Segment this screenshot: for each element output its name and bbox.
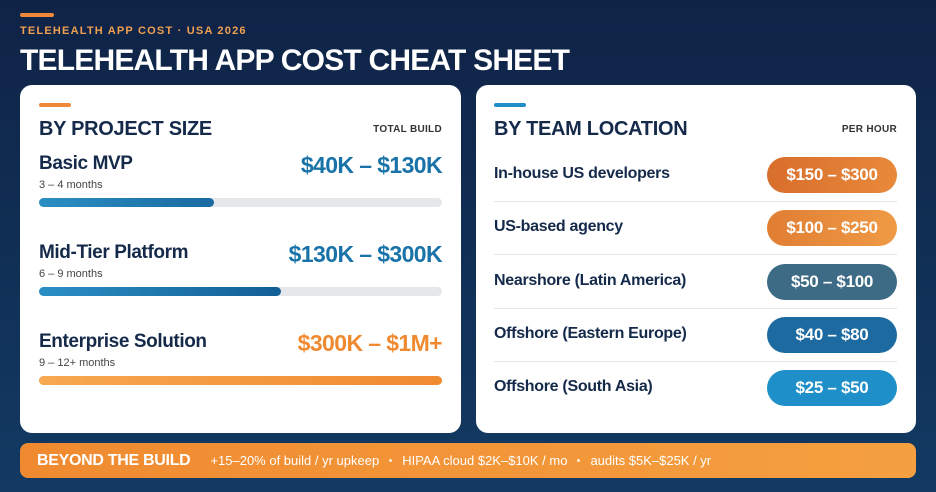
title: TELEHEALTH APP COST CHEAT SHEET <box>20 44 570 77</box>
item-name: Enterprise Solution <box>39 331 207 352</box>
item-cost: $40K – $130K <box>300 152 443 178</box>
location-name: US-based agency <box>494 218 623 236</box>
footer-item: +15–20% of build / yr upkeep <box>210 453 380 468</box>
progress-track <box>39 287 442 296</box>
progress-fill <box>39 287 281 296</box>
section-note: TOTAL BUILD <box>373 124 442 135</box>
rate-pill: $40 – $80 <box>767 316 897 353</box>
separator <box>494 254 897 256</box>
section-note: PER HOUR <box>841 124 897 135</box>
accent <box>494 103 526 107</box>
progress-track <box>39 198 442 207</box>
accent <box>20 13 54 17</box>
item-name: Mid-Tier Platform <box>39 242 189 263</box>
location-name: Offshore (Eastern Europe) <box>494 324 687 342</box>
footer-item: HIPAA cloud $2K–$10K / mo <box>402 453 568 468</box>
item-cost: $300K – $1M+ <box>297 330 443 356</box>
eyebrow: TELEHEALTH APP COST · USA 2026 <box>20 25 247 37</box>
rate-pill: $150 – $300 <box>767 157 897 193</box>
progress-track <box>39 376 442 385</box>
separator-dot <box>577 459 581 462</box>
footer-item: audits $5K–$25K / yr <box>590 453 712 468</box>
item-duration: 6 – 9 months <box>39 268 103 280</box>
section-title: BY PROJECT SIZE <box>39 118 212 140</box>
location-name: Offshore (South Asia) <box>494 378 653 396</box>
progress-fill <box>39 376 442 385</box>
section-title: BY TEAM LOCATION <box>494 118 688 140</box>
location-name: Nearshore (Latin America) <box>494 271 686 289</box>
item-cost: $130K – $300K <box>288 241 443 267</box>
separator-dot <box>389 459 393 462</box>
separator <box>494 307 897 309</box>
rate-pill: $100 – $250 <box>767 210 897 247</box>
footer-items: +15–20% of build / yr upkeep HIPAA cloud … <box>210 453 711 468</box>
footer-label: BEYOND THE BUILD <box>37 451 191 469</box>
item-name: Basic MVP <box>39 153 133 174</box>
accent <box>39 103 71 107</box>
location-name: In-house US developers <box>494 165 670 182</box>
item-duration: 3 – 4 months <box>39 179 103 191</box>
rate-pill: $25 – $50 <box>767 370 897 407</box>
project-card: BY PROJECT SIZE TOTAL BUILD Basic MVP 3 –… <box>20 85 461 433</box>
footer-bar: BEYOND THE BUILD +15–20% of build / yr u… <box>20 443 916 478</box>
separator <box>494 201 897 202</box>
item-duration: 9 – 12+ months <box>39 357 116 369</box>
team-card: BY TEAM LOCATION PER HOUR In-house US de… <box>476 85 916 433</box>
progress-fill <box>39 198 214 207</box>
separator <box>494 360 897 362</box>
rate-pill: $50 – $100 <box>767 263 897 300</box>
